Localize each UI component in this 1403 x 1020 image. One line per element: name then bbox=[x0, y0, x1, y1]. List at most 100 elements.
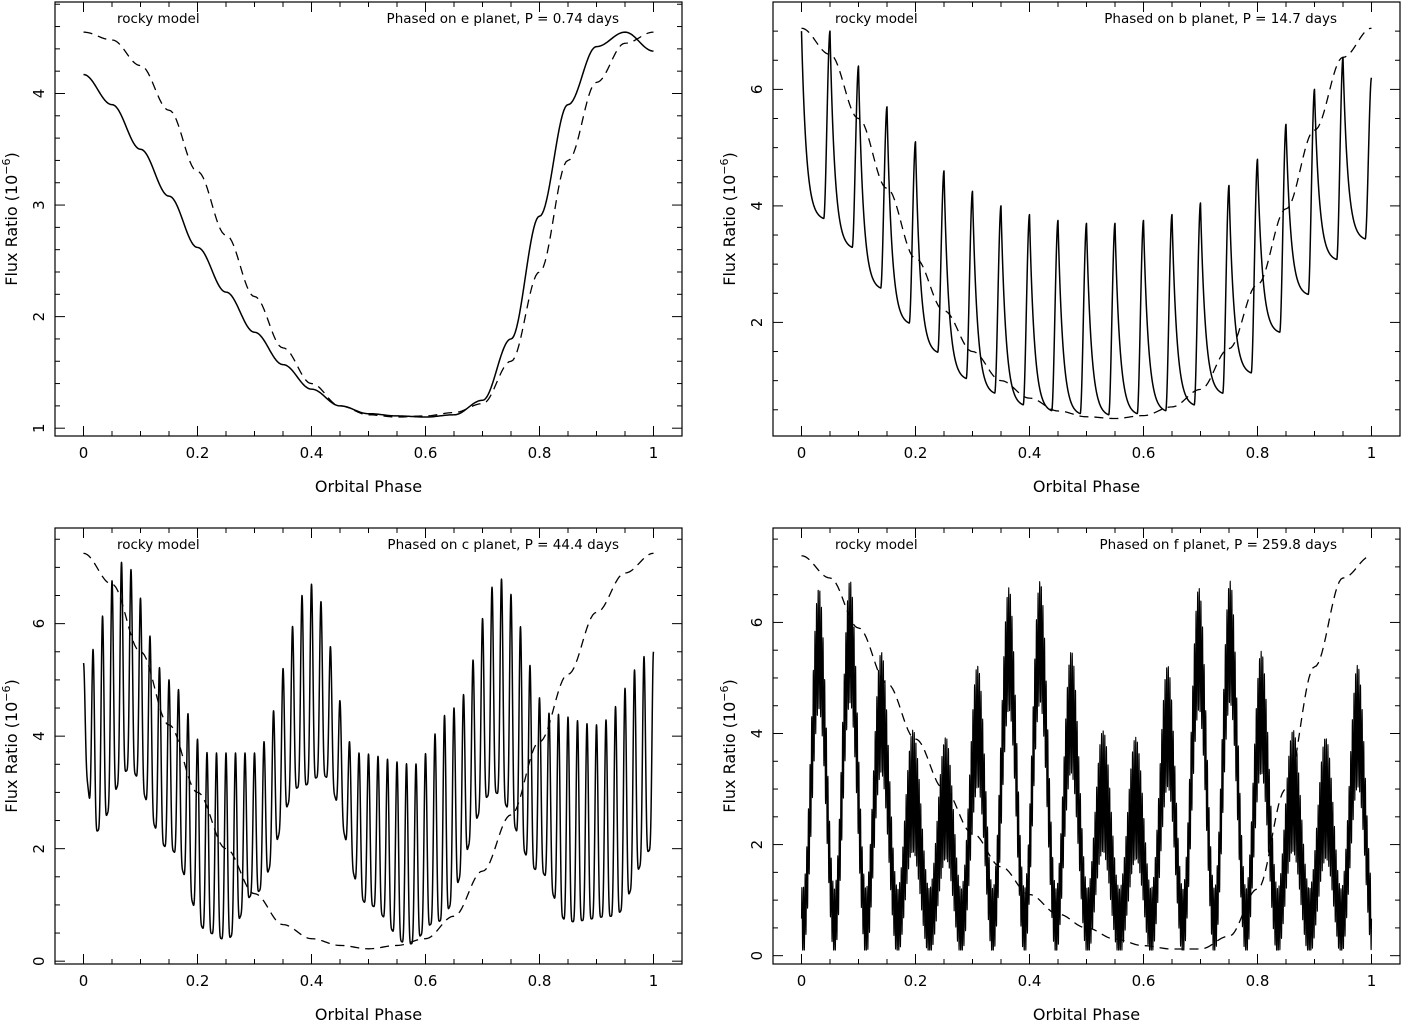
y-axis-title: Flux Ratio (10−6) bbox=[718, 679, 739, 813]
y-axis-title-exp: −6 bbox=[0, 686, 13, 702]
y-axis-title-unit: (10 bbox=[720, 702, 739, 729]
y-tick-label: 2 bbox=[30, 312, 48, 322]
phase-annotation: Phased on f planet, P = 259.8 days bbox=[1100, 537, 1338, 553]
y-tick-label: 0 bbox=[30, 956, 48, 966]
y-axis-title-exp: −6 bbox=[718, 686, 731, 702]
x-tick-label: 0.8 bbox=[1246, 972, 1270, 990]
y-tick-label: 4 bbox=[748, 201, 766, 211]
x-tick-labels: 0 0.2 0.4 0.6 0.8 1 bbox=[79, 444, 659, 462]
plot-lines bbox=[82, 552, 655, 950]
x-tick-labels: 0 0.2 0.4 0.6 0.8 1 bbox=[797, 444, 1377, 462]
model-label: rocky model bbox=[117, 11, 200, 27]
phase-annotation: Phased on e planet, P = 0.74 days bbox=[387, 11, 619, 27]
x-tick-label: 0.4 bbox=[300, 972, 324, 990]
axis-ticks bbox=[54, 528, 683, 964]
x-tick-label: 0.6 bbox=[1132, 444, 1156, 462]
y-axis-title: Flux Ratio (10−6) bbox=[718, 152, 739, 286]
y-axis-title-close: ) bbox=[720, 152, 739, 158]
x-axis-title: Orbital Phase bbox=[1033, 1005, 1140, 1020]
x-tick-label: 0.2 bbox=[904, 444, 928, 462]
y-tick-label: 4 bbox=[748, 729, 766, 739]
y-tick-labels: 1 2 3 4 bbox=[30, 89, 48, 433]
y-axis-title-unit: (10 bbox=[2, 702, 21, 729]
x-tick-label: 0.2 bbox=[904, 972, 928, 990]
x-tick-label: 1 bbox=[649, 972, 659, 990]
x-tick-label: 0.6 bbox=[414, 444, 438, 462]
x-tick-label: 0.2 bbox=[186, 444, 210, 462]
model-label: rocky model bbox=[835, 537, 918, 553]
model-label: rocky model bbox=[117, 537, 200, 553]
x-tick-label: 0 bbox=[79, 444, 89, 462]
y-tick-label: 6 bbox=[748, 618, 766, 628]
planet-flux-dashed-line bbox=[83, 552, 654, 950]
x-tick-label: 1 bbox=[1367, 444, 1377, 462]
y-axis-title: Flux Ratio (10−6) bbox=[0, 679, 21, 813]
y-axis-title-unit: (10 bbox=[720, 175, 739, 202]
total-flux-solid-line bbox=[83, 31, 654, 418]
y-tick-labels: 0 2 4 6 bbox=[30, 619, 48, 966]
x-tick-label: 0.8 bbox=[528, 444, 552, 462]
y-tick-label: 4 bbox=[30, 89, 48, 99]
y-axis-title-main: Flux Ratio bbox=[720, 733, 739, 812]
y-axis-title-exp: −6 bbox=[0, 159, 13, 175]
x-tick-label: 0.6 bbox=[1132, 972, 1156, 990]
y-axis-title-main: Flux Ratio bbox=[2, 733, 21, 812]
x-tick-label: 0.8 bbox=[528, 972, 552, 990]
chart-panel-e-planet: 0 0.2 0.4 0.6 0.8 1 1 2 3 4 rocky model Phased o… bbox=[0, 1, 683, 496]
y-axis-title-close: ) bbox=[720, 679, 739, 685]
x-tick-labels: 0 0.2 0.4 0.6 0.8 1 bbox=[79, 972, 659, 990]
y-axis-title-main: Flux Ratio bbox=[720, 206, 739, 285]
axis-ticks bbox=[54, 2, 683, 436]
y-tick-labels: 2 4 6 bbox=[748, 85, 766, 328]
x-tick-label: 0 bbox=[797, 972, 807, 990]
y-tick-label: 0 bbox=[748, 951, 766, 961]
x-tick-labels: 0 0.2 0.4 0.6 0.8 1 bbox=[797, 972, 1377, 990]
y-axis-title-main: Flux Ratio bbox=[2, 206, 21, 285]
total-flux-solid-line bbox=[82, 561, 655, 945]
y-tick-label: 4 bbox=[30, 731, 48, 741]
x-tick-label: 0 bbox=[79, 972, 89, 990]
y-axis-title: Flux Ratio (10−6) bbox=[0, 152, 21, 286]
y-axis-title-unit: (10 bbox=[2, 175, 21, 202]
x-tick-label: 0.2 bbox=[186, 972, 210, 990]
total-flux-solid-line bbox=[800, 580, 1373, 951]
planet-flux-dashed-line bbox=[83, 31, 654, 418]
y-tick-label: 2 bbox=[30, 844, 48, 854]
y-tick-label: 6 bbox=[748, 85, 766, 95]
plot-lines bbox=[83, 31, 654, 418]
total-flux-solid-line bbox=[800, 30, 1373, 416]
x-tick-label: 0.4 bbox=[300, 444, 324, 462]
x-tick-label: 1 bbox=[1367, 972, 1377, 990]
y-tick-label: 6 bbox=[30, 619, 48, 629]
x-axis-title: Orbital Phase bbox=[315, 1005, 422, 1020]
x-tick-label: 0.4 bbox=[1018, 444, 1042, 462]
planet-flux-dashed-line bbox=[801, 27, 1372, 420]
model-label: rocky model bbox=[835, 11, 918, 27]
plot-lines bbox=[800, 27, 1373, 420]
y-axis-title-exp: −6 bbox=[718, 159, 731, 175]
y-axis-title-close: ) bbox=[2, 152, 21, 158]
x-tick-label: 0.6 bbox=[414, 972, 438, 990]
y-axis-title-close: ) bbox=[2, 679, 21, 685]
chart-panel-f-planet: 0 0.2 0.4 0.6 0.8 1 0 2 4 6 rocky model Phased o… bbox=[718, 527, 1401, 1020]
phase-annotation: Phased on c planet, P = 44.4 days bbox=[387, 537, 619, 553]
y-tick-label: 2 bbox=[748, 318, 766, 328]
plot-frame bbox=[772, 1, 1401, 437]
x-tick-label: 0 bbox=[797, 444, 807, 462]
x-tick-label: 0.8 bbox=[1246, 444, 1270, 462]
y-tick-label: 3 bbox=[30, 200, 48, 210]
y-tick-label: 2 bbox=[748, 840, 766, 850]
axis-ticks bbox=[772, 1, 1401, 436]
chart-panel-b-planet: 0 0.2 0.4 0.6 0.8 1 2 4 6 rocky model Phased on… bbox=[718, 1, 1401, 496]
x-tick-label: 0.4 bbox=[1018, 972, 1042, 990]
y-tick-label: 1 bbox=[30, 423, 48, 433]
x-axis-title: Orbital Phase bbox=[1033, 477, 1140, 496]
plot-frame bbox=[54, 1, 683, 437]
x-axis-title: Orbital Phase bbox=[315, 477, 422, 496]
y-tick-labels: 0 2 4 6 bbox=[748, 618, 766, 961]
plot-lines bbox=[800, 555, 1373, 951]
phase-annotation: Phased on b planet, P = 14.7 days bbox=[1104, 11, 1337, 27]
axis-ticks bbox=[772, 528, 1401, 964]
x-tick-label: 1 bbox=[649, 444, 659, 462]
